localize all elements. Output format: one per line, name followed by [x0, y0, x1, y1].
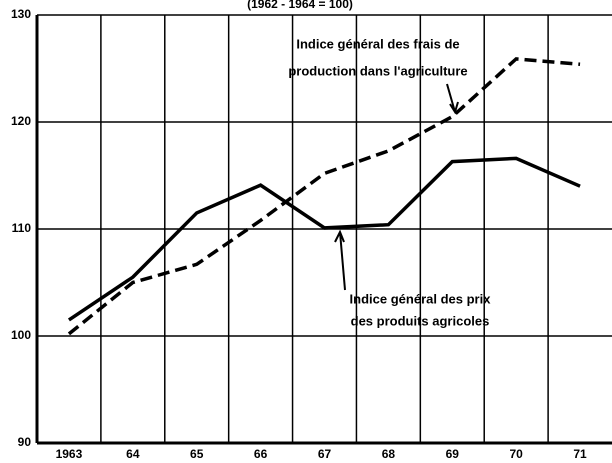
line-series — [67, 156, 581, 322]
annotation: Indice général des prix — [350, 291, 492, 306]
x-tick-label: 1963 — [56, 447, 83, 461]
x-tick-label: 69 — [446, 447, 460, 461]
y-tick-label: 90 — [18, 435, 32, 449]
arrow — [446, 83, 459, 115]
x-tick-label: 70 — [509, 447, 523, 461]
y-tick-label: 120 — [11, 114, 31, 128]
chart-subtitle: (1962 - 1964 = 100) — [247, 0, 353, 11]
y-tick-label: 130 — [11, 7, 31, 21]
y-tick-label: 110 — [12, 221, 32, 235]
x-tick-label: 71 — [573, 447, 587, 461]
annotation: production dans l'agriculture — [288, 63, 467, 78]
x-tick-label: 64 — [126, 447, 140, 461]
annotation: des produits agricoles — [351, 313, 490, 328]
annotation: Indice général des frais de — [296, 36, 459, 51]
x-tick-label: 68 — [382, 447, 396, 461]
line-series — [67, 57, 581, 336]
arrow — [334, 229, 346, 291]
x-tick-label: 66 — [254, 447, 268, 461]
y-tick-label: 100 — [11, 328, 31, 342]
x-tick-label: 65 — [190, 447, 204, 461]
x-tick-label: 67 — [318, 447, 332, 461]
